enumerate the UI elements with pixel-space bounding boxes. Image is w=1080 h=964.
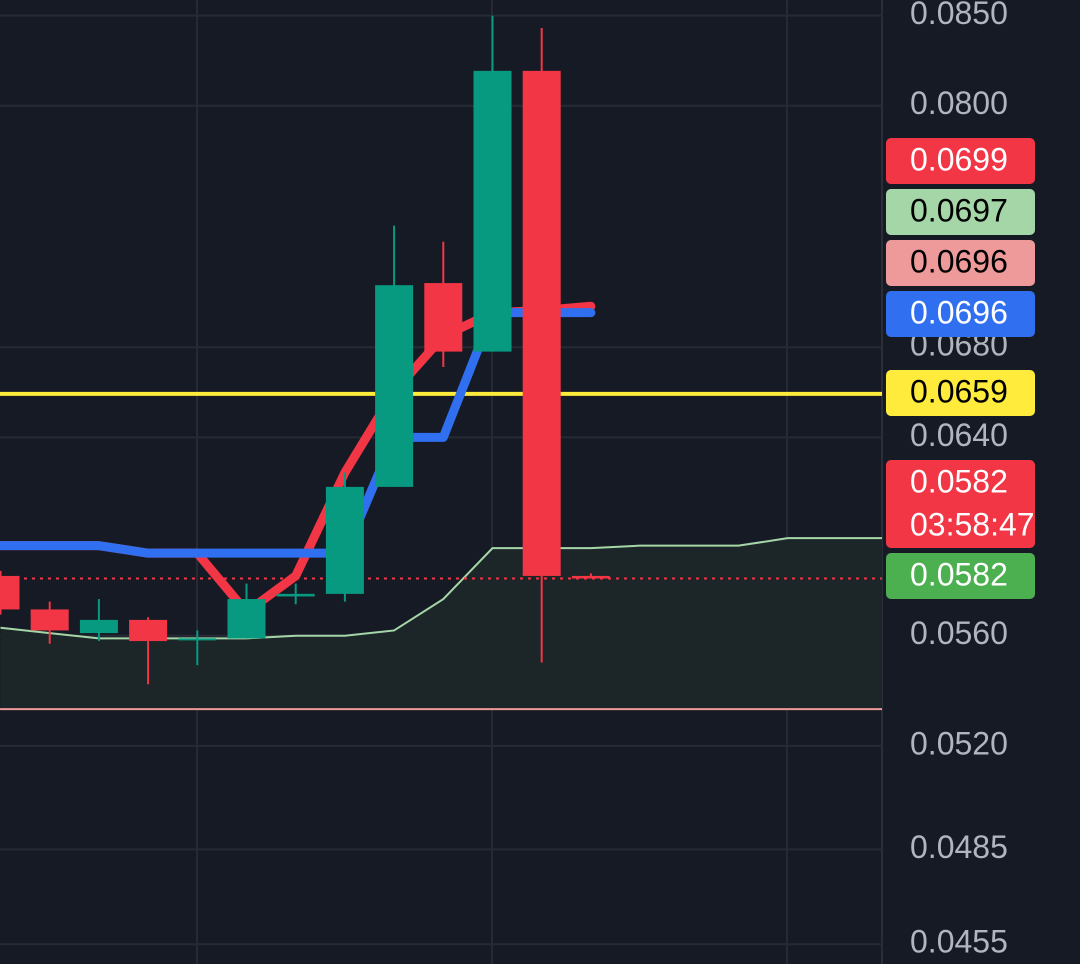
price-tag [886,460,1035,548]
y-tick-label: 0.0640 [910,417,1008,453]
candle-body [375,285,414,487]
candle-body [227,599,266,639]
price-tag-label: 0.0582 [910,463,1008,499]
y-tick-label: 0.0850 [910,0,1008,31]
price-tag [886,553,1035,599]
candle-body [178,638,217,641]
y-tick-label: 0.0520 [910,725,1008,761]
candle-body [325,486,364,594]
band-fill [0,538,882,710]
candle-body [522,70,561,576]
candle-body [424,283,463,352]
candle-body [129,619,168,642]
price-tag-label: 0.0699 [910,141,1008,177]
price-tag-label: 0.0582 [910,556,1008,592]
candle-body [79,619,118,634]
candle-body [276,593,315,597]
y-tick-label: 0.0800 [910,85,1008,121]
price-axis: 0.08500.08000.06800.06400.05600.05200.04… [886,0,1035,960]
y-tick-label: 0.0455 [910,924,1008,960]
countdown-label: 03:58:47 [910,506,1035,542]
candle-body [30,609,69,631]
candle-body [571,575,610,579]
plot-area [0,14,882,946]
price-tag [886,291,1035,337]
y-tick-label: 0.0560 [910,615,1008,651]
candle-body [0,575,20,610]
price-tag [886,138,1035,184]
price-tag-label: 0.0696 [910,294,1008,330]
price-tag-label: 0.0697 [910,192,1008,228]
price-tag [886,189,1035,235]
price-tag [886,370,1035,416]
price-tag-label: 0.0696 [910,243,1008,279]
price-tag [886,240,1035,286]
y-tick-label: 0.0485 [910,829,1008,865]
candle-body [473,70,512,352]
price-tag-label: 0.0659 [910,373,1008,409]
